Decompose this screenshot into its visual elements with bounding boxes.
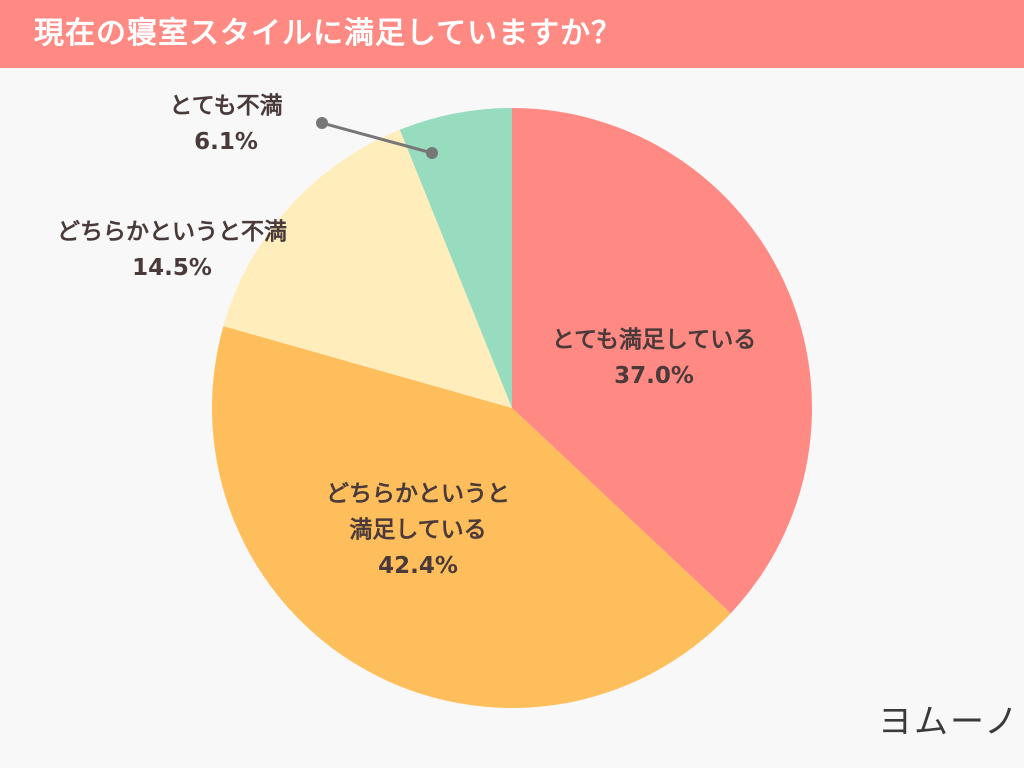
data-label-very-dissatisfied: とても不満 6.1% [169,93,283,155]
leader-dot [426,147,438,159]
leader-dot [316,117,328,129]
chart-title: 現在の寝室スタイルに満足していますか？ [34,16,623,51]
pie-slice-1 [211,326,731,708]
data-label-somewhat-satisfied: どちらかというと 満足している 42.4% [326,481,510,579]
pie-slice-0 [512,108,812,614]
pie-slice-3 [399,108,512,408]
title-bar: 現在の寝室スタイルに満足していますか？ [0,0,1024,68]
leader-line [321,121,433,155]
pie-slice-2 [223,129,512,408]
logo: ヨムーノ [878,702,1020,742]
data-label-somewhat-dissatisfied: どちらかというと不満 14.5% [57,219,287,281]
data-label-very-satisfied: とても満足している 37.0% [551,327,757,389]
